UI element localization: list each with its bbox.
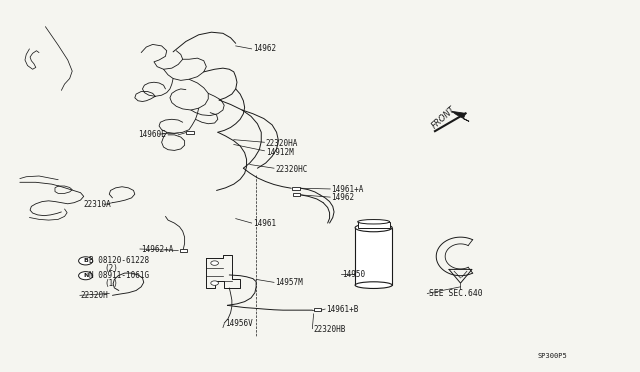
Ellipse shape xyxy=(355,282,392,288)
Text: (1): (1) xyxy=(105,279,118,288)
Ellipse shape xyxy=(358,219,390,224)
Circle shape xyxy=(79,272,93,280)
Text: (2): (2) xyxy=(105,264,118,273)
Text: 14961: 14961 xyxy=(253,219,276,228)
Bar xyxy=(292,187,300,190)
Text: 14961+B: 14961+B xyxy=(326,305,359,314)
Text: B 08120-61228: B 08120-61228 xyxy=(89,256,149,265)
Text: 14912M: 14912M xyxy=(266,148,294,157)
Circle shape xyxy=(79,257,93,265)
Text: B: B xyxy=(83,259,88,263)
Text: 14956V: 14956V xyxy=(225,320,253,328)
Text: 22320HB: 22320HB xyxy=(314,325,346,334)
Text: 14957M: 14957M xyxy=(275,278,303,287)
Text: 22320HA: 22320HA xyxy=(266,139,298,148)
Text: 14962+A: 14962+A xyxy=(141,244,173,253)
Ellipse shape xyxy=(355,224,392,232)
Text: FRONT: FRONT xyxy=(430,105,457,131)
Circle shape xyxy=(211,261,218,265)
Text: 14962: 14962 xyxy=(332,193,355,202)
Text: 14961+A: 14961+A xyxy=(332,185,364,194)
Text: N 08911-1061G: N 08911-1061G xyxy=(89,271,149,280)
Bar xyxy=(358,222,390,228)
Text: 14950: 14950 xyxy=(342,270,365,279)
Text: 22320H: 22320H xyxy=(81,291,108,300)
Bar xyxy=(293,193,300,196)
Text: 14960E: 14960E xyxy=(138,129,166,139)
Bar xyxy=(186,131,193,134)
Polygon shape xyxy=(452,111,469,121)
Circle shape xyxy=(211,281,218,285)
Bar xyxy=(314,308,321,311)
Text: 22310A: 22310A xyxy=(84,200,111,209)
Text: 14962: 14962 xyxy=(253,44,276,53)
Text: 22320HC: 22320HC xyxy=(275,165,308,174)
Text: N: N xyxy=(83,273,88,278)
Text: SP300P5: SP300P5 xyxy=(537,353,567,359)
Bar xyxy=(179,249,187,252)
Bar xyxy=(355,228,392,285)
Text: SEE SEC.640: SEE SEC.640 xyxy=(429,289,482,298)
